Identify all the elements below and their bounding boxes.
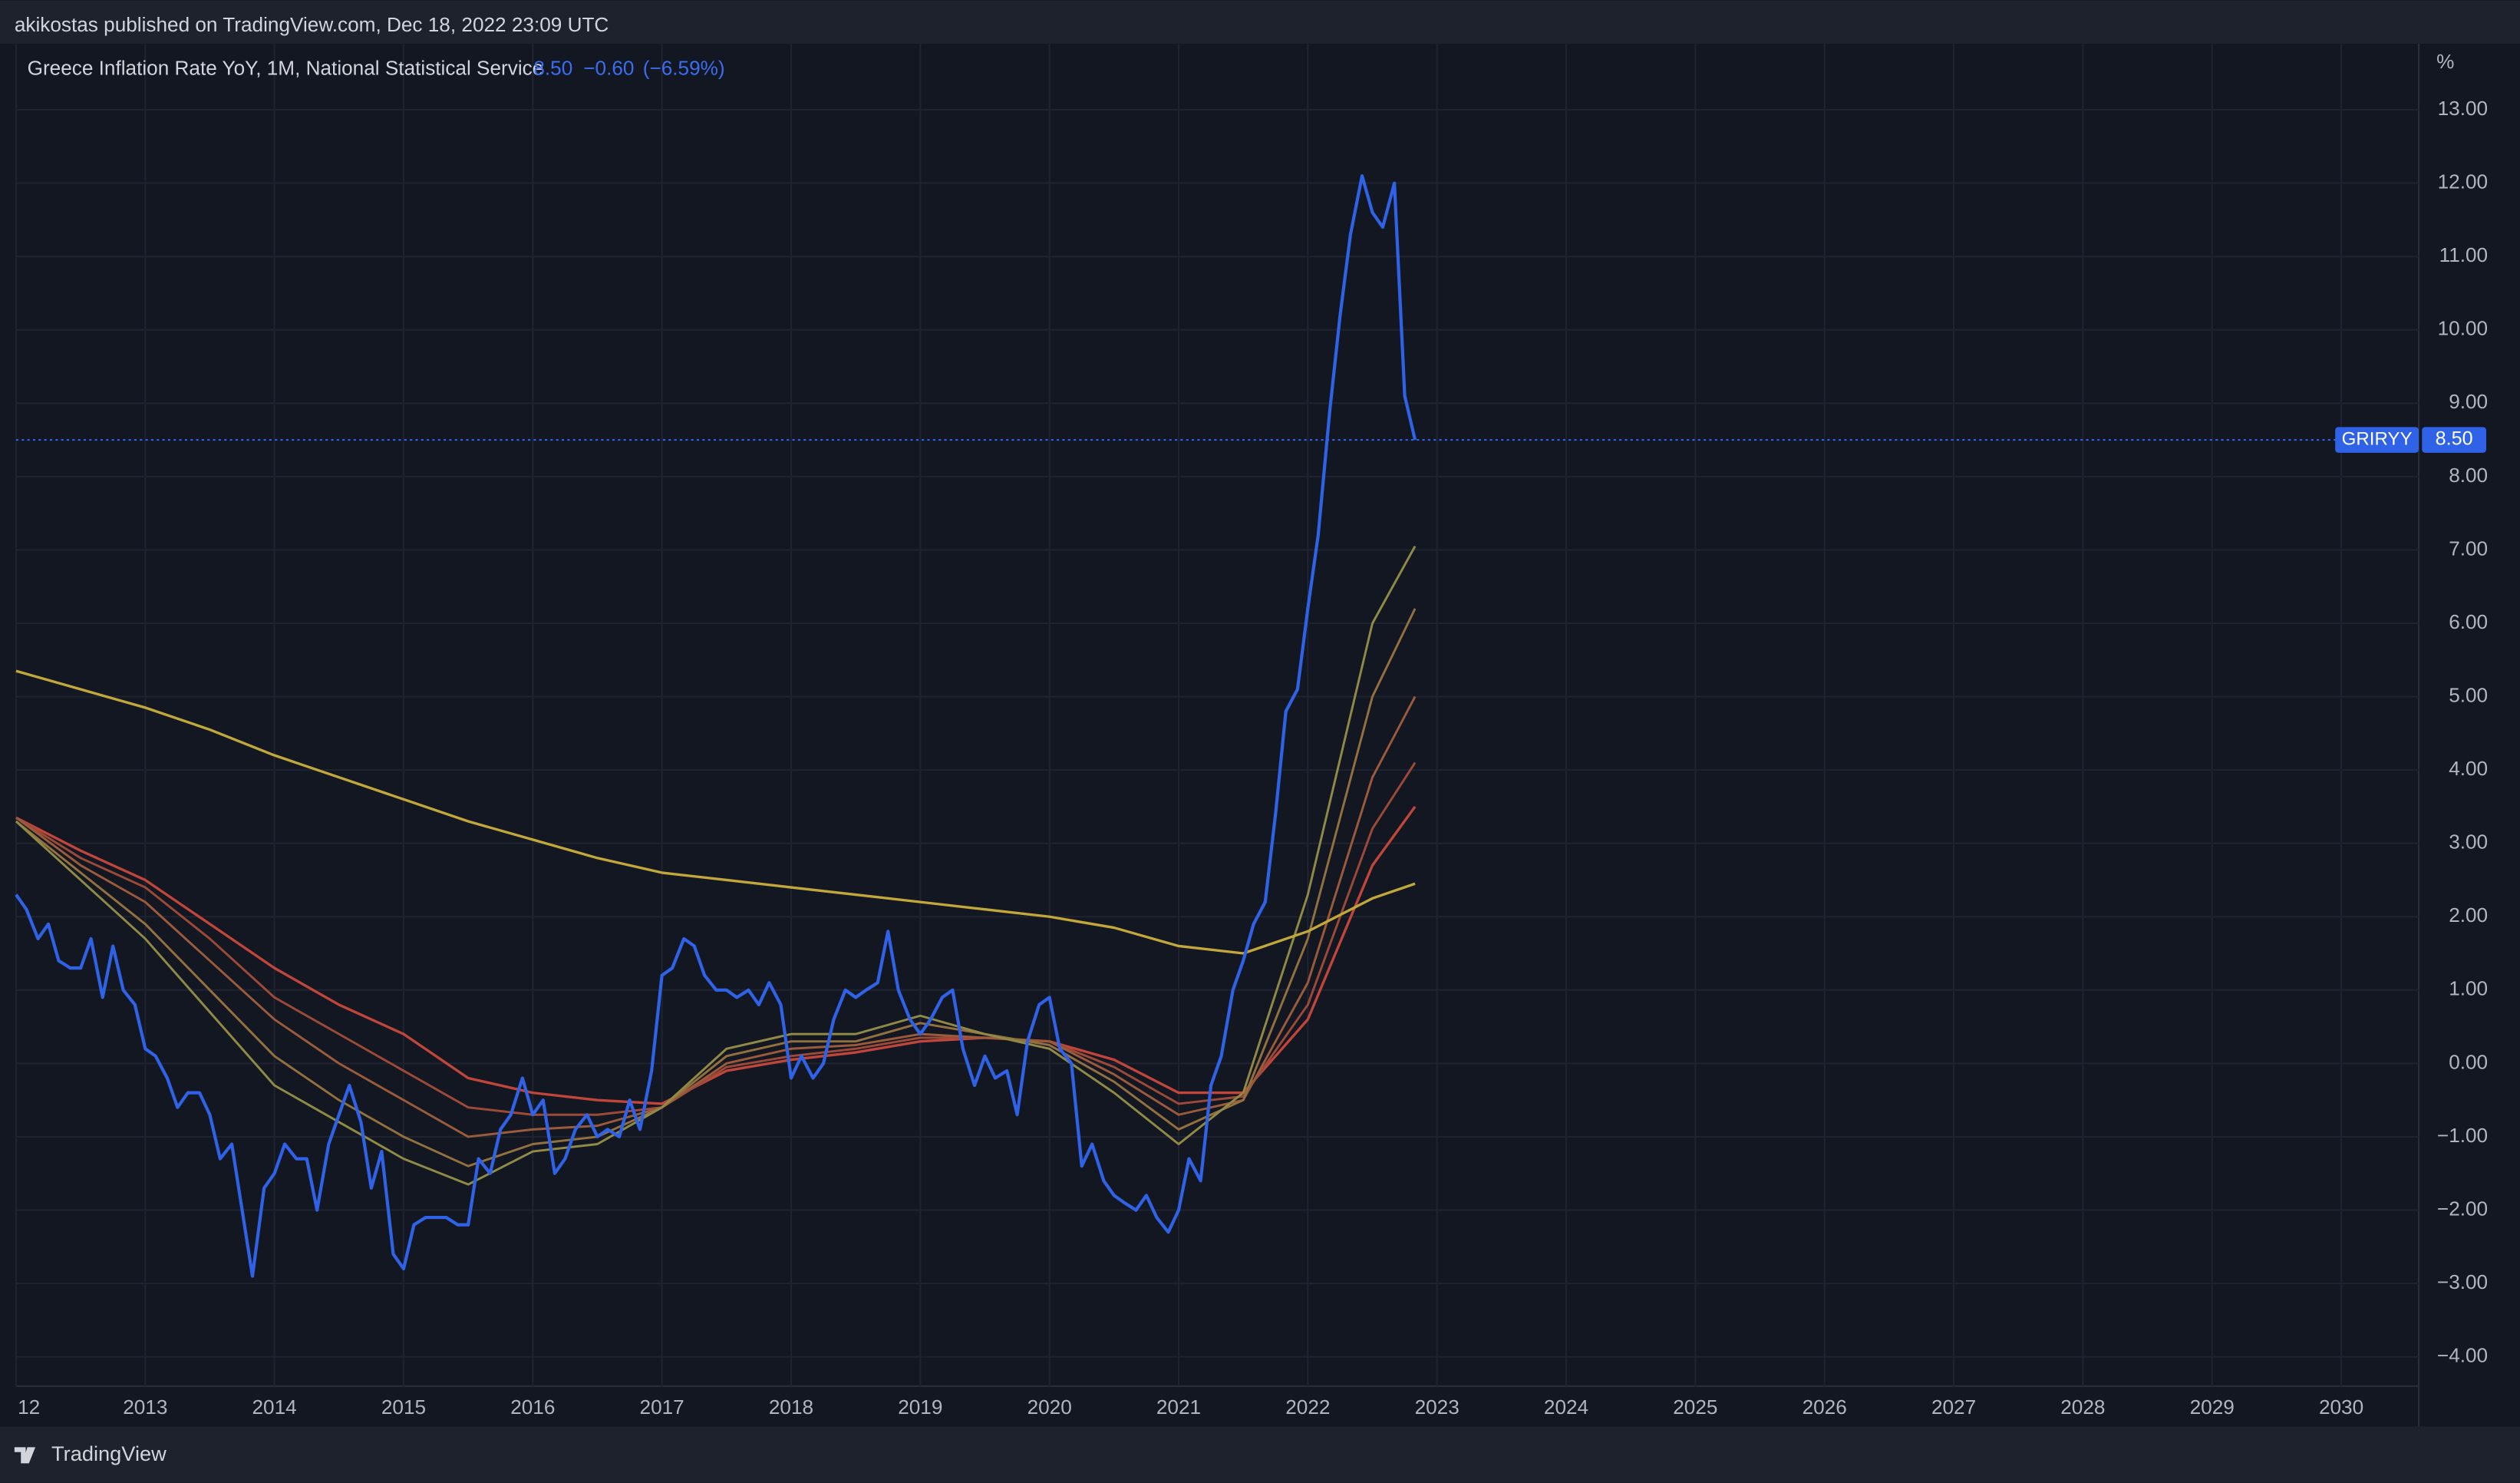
y-tick-label: −1.00 — [2437, 1124, 2488, 1147]
y-tick-label: 11.00 — [2439, 243, 2489, 266]
y-tick-label: 2.00 — [2449, 903, 2488, 926]
series-line — [15, 805, 1417, 1105]
x-tick-label: 2030 — [2319, 1395, 2363, 1419]
y-tick-label: 10.00 — [2438, 317, 2488, 340]
x-tick-label: 2020 — [1027, 1395, 1072, 1419]
footer-brand: TradingView — [51, 1442, 167, 1465]
legend-name: Greece Inflation Rate YoY, 1M, National … — [28, 56, 544, 79]
y-tick-label: 13.00 — [2438, 97, 2488, 120]
x-tick-label: 2021 — [1156, 1395, 1201, 1419]
y-tick-label: 8.00 — [2449, 464, 2488, 487]
x-tick-label: 2027 — [1931, 1395, 1976, 1419]
series-line — [15, 669, 1416, 955]
y-tick-label: −3.00 — [2437, 1270, 2488, 1293]
series-line — [15, 761, 1417, 1116]
x-tick-label: 2014 — [252, 1395, 297, 1419]
y-tick-label: 9.00 — [2449, 390, 2488, 413]
y-tick-label: 7.00 — [2449, 537, 2488, 560]
y-tick-label: 0.00 — [2449, 1050, 2488, 1073]
legend-change-pct: (−6.59%) — [643, 56, 725, 79]
y-tick-label: 6.00 — [2449, 610, 2488, 633]
legend-change: −0.60 — [583, 56, 634, 79]
x-tick-label: 2026 — [1803, 1395, 1847, 1419]
legend-value: 8.50 — [533, 56, 572, 79]
y-unit: % — [2436, 50, 2454, 73]
x-tick-label: 2022 — [1285, 1395, 1330, 1419]
price-tag-name: GRIRYY — [2342, 428, 2413, 449]
x-tick-label: 2029 — [2190, 1395, 2235, 1419]
series-line — [15, 608, 1417, 1168]
y-tick-label: 3.00 — [2449, 831, 2488, 854]
x-tick-label: 2025 — [1673, 1395, 1717, 1419]
y-tick-label: 4.00 — [2449, 757, 2488, 780]
series-line — [15, 695, 1417, 1138]
price-tag — [2335, 427, 2419, 453]
x-tick-label: 2013 — [123, 1395, 167, 1419]
y-tick-label: 1.00 — [2449, 977, 2488, 1000]
x-tick-label: 2028 — [2060, 1395, 2105, 1419]
header-bar — [0, 0, 2520, 45]
series-line — [15, 173, 1417, 1278]
x-tick-label: 2019 — [898, 1395, 942, 1419]
series-line — [15, 545, 1417, 1186]
x-tick-label: 12 — [18, 1395, 40, 1419]
x-tick-label: 2018 — [769, 1395, 813, 1419]
price-tag — [2422, 427, 2487, 453]
y-tick-label: 12.00 — [2438, 170, 2488, 193]
y-tick-label: −2.00 — [2437, 1197, 2488, 1220]
footer-bar — [0, 1426, 2520, 1483]
header-text: akikostas published on TradingView.com, … — [15, 13, 609, 36]
x-tick-label: 2016 — [510, 1395, 555, 1419]
x-tick-label: 2015 — [381, 1395, 426, 1419]
logo — [14, 1447, 36, 1464]
y-tick-label: −4.00 — [2437, 1344, 2488, 1367]
x-tick-label: 2024 — [1544, 1395, 1588, 1419]
x-tick-label: 2017 — [640, 1395, 684, 1419]
price-tag-value: 8.50 — [2436, 428, 2473, 450]
y-tick-label: 5.00 — [2449, 683, 2488, 706]
x-tick-label: 2023 — [1415, 1395, 1460, 1419]
